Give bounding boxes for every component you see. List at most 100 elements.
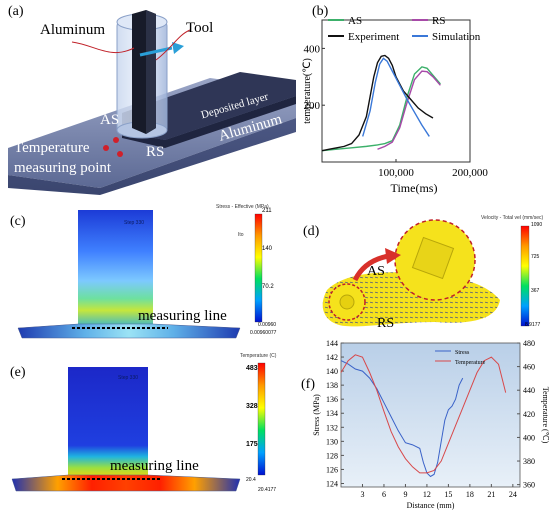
legend-label-f-1: Temperature — [455, 360, 486, 366]
x-tick-label-f: 24 — [509, 490, 517, 499]
series-line-b-2 — [321, 54, 434, 152]
legend-tick-d-1: 725 — [531, 254, 540, 260]
x-tick-label-f: 21 — [487, 490, 495, 499]
chart-f: 1241261281301321341361381401421443603804… — [312, 339, 550, 510]
panel-a-illustration — [8, 10, 296, 195]
label-aluminum-top: Aluminum — [40, 22, 106, 38]
legend-min-e: 20.4177 — [258, 487, 277, 493]
y-right-tick-label-f: 380 — [523, 457, 535, 466]
legend-tick-c-3: 0.00960 — [258, 322, 277, 328]
legend-tick-d-2: 367 — [531, 288, 540, 294]
legend-tick-c-1: 140 — [262, 246, 273, 252]
x-tick-label-b: 200,000 — [452, 167, 488, 179]
y-tick-label-f: 130 — [326, 437, 338, 446]
panel-e: (e) — [0, 345, 285, 505]
legend-tick-e-1: 328 — [246, 403, 258, 410]
y-right-tick-label-f: 480 — [523, 339, 535, 348]
legend-tick-e-0: 483 — [246, 365, 258, 372]
y-tick-label-f: 134 — [326, 409, 338, 418]
legend-tick-e-2: 175 — [246, 441, 258, 448]
panel-e-tag: (e) — [10, 365, 26, 380]
legend-tick-d-0: 1090 — [531, 222, 543, 228]
x-tick-label-f: 12 — [423, 490, 431, 499]
series-line-b-1 — [377, 70, 441, 150]
legend-tick-d-3: 8.9177 — [525, 322, 541, 328]
y-tick-label-b: 200 — [304, 100, 321, 112]
y-right-tick-label-f: 360 — [523, 481, 535, 490]
label-as: AS — [100, 112, 120, 128]
measuring-line-label-c: measuring line — [138, 308, 227, 324]
chart-b: 200 400 100,000 200,000 Time(ms) temperature(… — [302, 15, 488, 195]
panel-a-tag: (a) — [8, 4, 24, 19]
legend-bar-e — [257, 362, 266, 476]
legend-label-b-3: Simulation — [432, 31, 481, 43]
x-tick-label-f: 18 — [466, 490, 474, 499]
y-tick-label-f: 124 — [326, 479, 338, 488]
measuring-line-label-e: measuring line — [110, 458, 199, 474]
legend-bar-c — [254, 213, 263, 323]
legend-label-b-1: RS — [432, 15, 445, 27]
label-tool: Tool — [186, 20, 214, 36]
label-rs: RS — [146, 144, 165, 160]
step-text-c: Step 330 — [124, 220, 145, 226]
legend-tick-e-3: 20.4 — [246, 477, 256, 483]
panel-c-tag: (c) — [10, 214, 26, 229]
series-line-f-0 — [340, 360, 464, 478]
y-tick-label-f: 126 — [326, 465, 338, 474]
legend-label-f-0: Stress — [455, 350, 470, 356]
y-tick-label-f: 138 — [326, 381, 338, 390]
x-axis-label-b: Time(ms) — [391, 181, 438, 195]
legend-min-c: 0.00960077 — [250, 330, 277, 336]
y-right-tick-label-f: 440 — [523, 386, 535, 395]
label-as-d: AS — [367, 264, 385, 279]
label-rs-d: RS — [377, 316, 395, 331]
legend-bar-d — [520, 225, 530, 327]
panel-d: (d) Velocity - Total vel (mm/sec) 1090 — [285, 210, 550, 340]
panel-f-tag: (f) — [301, 377, 315, 392]
y-tick-label-f: 136 — [326, 395, 338, 404]
legend-tick-c-0: 211 — [262, 208, 272, 214]
panel-d-simulation — [322, 219, 530, 327]
x-tick-label-f: 9 — [403, 490, 407, 499]
y-tick-label-f: 132 — [326, 423, 338, 432]
series-line-b-0 — [321, 66, 441, 152]
panel-f: 124 126 128 130 132 134 136 138 140 142 144 360 380 4… — [285, 335, 550, 513]
panel-a: (a) Aluminum Tool Deposited layer AS RS … — [0, 0, 300, 195]
panel-c: (c) — [0, 200, 285, 345]
temp-point-icon — [113, 137, 119, 143]
base-plate-front — [8, 118, 296, 195]
panel-b: (b) 200 400 100,000 200,000 Time(ms) temperat… — [300, 0, 550, 210]
legend-title-d: Velocity - Total vel (mm/sec) — [481, 215, 544, 221]
legend-unit-c: Ito — [238, 232, 244, 238]
label-temp-point-1: Temperature — [14, 140, 90, 156]
panel-e-simulation — [11, 362, 266, 492]
x-tick-label-f: 6 — [382, 490, 386, 499]
legend-label-b-0: AS — [348, 15, 362, 27]
y-right-tick-label-f: 400 — [523, 433, 535, 442]
label-temp-point-2: measuring point — [14, 160, 112, 176]
legend-title-e: Temperature (C) — [240, 353, 277, 359]
plot-frame-f — [340, 342, 521, 488]
legend-tick-c-2: 70.2 — [262, 284, 274, 290]
y-right-tick-label-f: 460 — [523, 363, 535, 372]
y-axis-label-f: Stress (MPa) — [312, 394, 321, 436]
y-tick-label-f: 128 — [326, 451, 338, 460]
step-text-e: Step 330 — [118, 375, 139, 381]
travel-arrow-icon — [172, 42, 184, 54]
y-tick-label-f: 144 — [326, 339, 338, 348]
y-tick-label-f: 142 — [326, 353, 338, 362]
x-tick-label-b: 100,000 — [378, 167, 414, 179]
x-tick-label-f: 3 — [360, 490, 364, 499]
y-right-axis-label-f: Temperature (℃) — [541, 387, 550, 444]
panel-d-tag: (d) — [303, 224, 320, 239]
y-tick-label-b: 400 — [304, 43, 321, 55]
y-axis-label-b: temperature(℃) — [302, 58, 313, 124]
x-tick-label-f: 15 — [444, 490, 452, 499]
y-tick-label-f: 140 — [326, 367, 338, 376]
series-line-f-1 — [340, 354, 507, 474]
legend-title-c: Stress - Effective (MPa) — [216, 204, 269, 210]
panel-b-tag: (b) — [312, 4, 329, 19]
y-right-tick-label-f: 420 — [523, 410, 535, 419]
legend-label-b-2: Experiment — [348, 31, 399, 43]
panel-c-simulation — [17, 210, 263, 339]
